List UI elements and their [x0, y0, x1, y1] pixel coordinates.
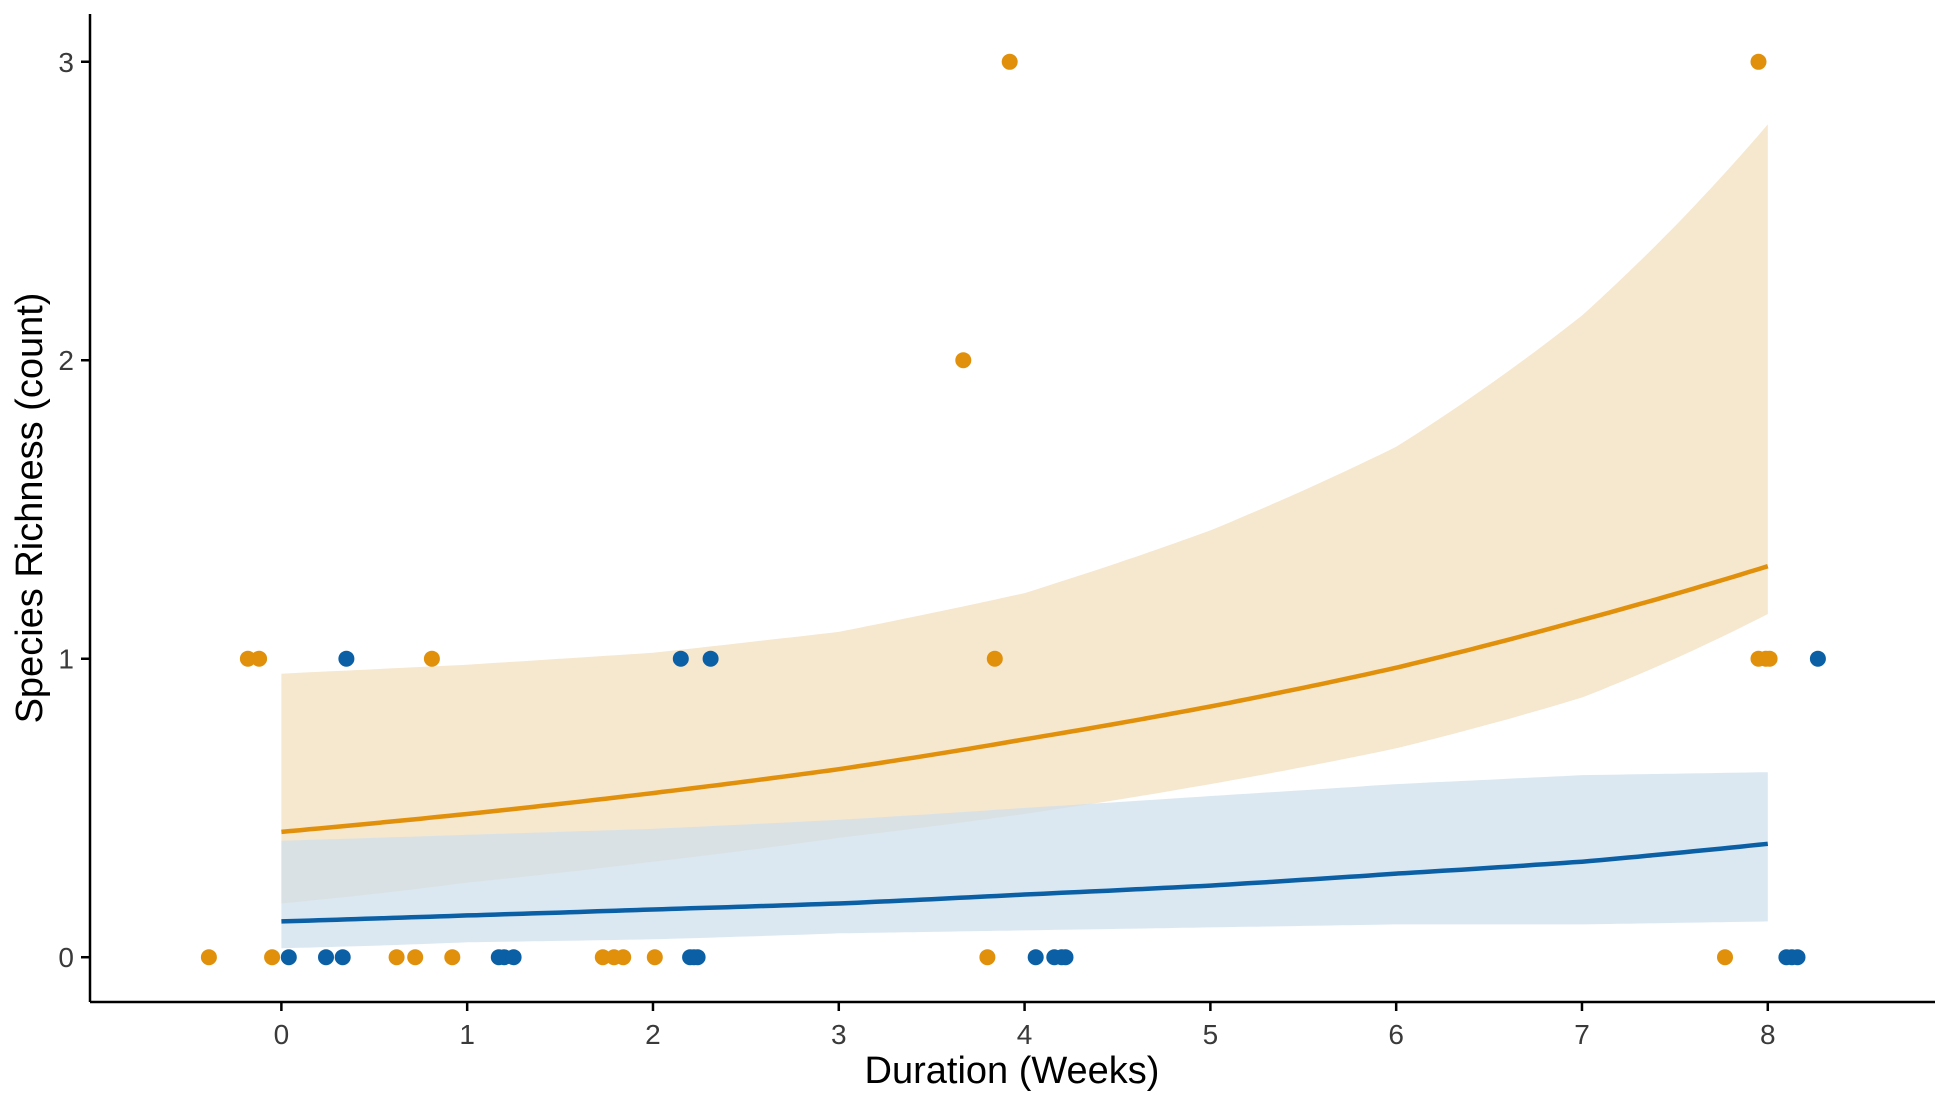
- data-point: [955, 352, 972, 369]
- x-tick-label: 0: [274, 1019, 290, 1050]
- y-axis-title: Species Richness (count): [9, 293, 51, 724]
- data-point: [318, 949, 334, 966]
- data-point: [334, 949, 351, 966]
- y-tick-label: 2: [58, 345, 74, 376]
- x-tick-label: 3: [831, 1019, 847, 1050]
- confidence-bands: [281, 124, 1768, 949]
- x-tick-label: 1: [459, 1019, 475, 1050]
- data-point: [1750, 53, 1767, 70]
- data-point: [979, 949, 996, 966]
- data-point: [1717, 949, 1733, 966]
- y-ticks: 0 1 2 3: [58, 47, 90, 973]
- data-point: [251, 650, 268, 667]
- x-tick-label: 5: [1203, 1019, 1219, 1050]
- data-point: [1789, 949, 1806, 966]
- x-tick-label: 6: [1388, 1019, 1404, 1050]
- data-point: [200, 949, 217, 966]
- fit-line-2: [281, 841, 1769, 924]
- x-tick-label: 4: [1017, 1019, 1033, 1050]
- y-tick-label: 3: [58, 47, 74, 78]
- x-tick-label: 8: [1760, 1019, 1776, 1050]
- data-point: [423, 650, 440, 667]
- data-point: [505, 949, 522, 966]
- data-point: [407, 949, 424, 966]
- confidence-band-1: [281, 124, 1768, 904]
- data-point: [646, 949, 663, 966]
- axes: [88, 14, 1935, 1004]
- data-point: [594, 949, 611, 966]
- y-tick-label: 1: [58, 644, 74, 675]
- x-tick-label: 7: [1574, 1019, 1590, 1050]
- data-point: [672, 650, 689, 667]
- x-axis-title: Duration (Weeks): [865, 1050, 1160, 1092]
- data-point: [1057, 949, 1074, 966]
- data-point: [615, 949, 632, 966]
- data-point: [239, 650, 256, 667]
- data-point: [689, 949, 706, 966]
- data-point: [1001, 53, 1018, 70]
- data-points: [200, 53, 1826, 966]
- x-ticks: 0 1 2 3 4 5 6 7 8: [274, 1002, 1776, 1050]
- data-point: [1809, 650, 1826, 667]
- data-point: [702, 650, 719, 667]
- data-point: [338, 650, 355, 667]
- data-point: [986, 650, 1003, 667]
- data-point: [280, 949, 297, 966]
- fit-lines: [281, 564, 1769, 924]
- y-tick-label: 0: [58, 942, 74, 973]
- data-point: [264, 949, 281, 966]
- data-point: [1761, 650, 1778, 667]
- x-tick-label: 2: [645, 1019, 661, 1050]
- confidence-band-2: [281, 772, 1768, 949]
- data-point: [444, 949, 461, 966]
- fit-line-1: [281, 564, 1769, 835]
- data-point: [388, 949, 405, 966]
- data-point: [1027, 949, 1044, 966]
